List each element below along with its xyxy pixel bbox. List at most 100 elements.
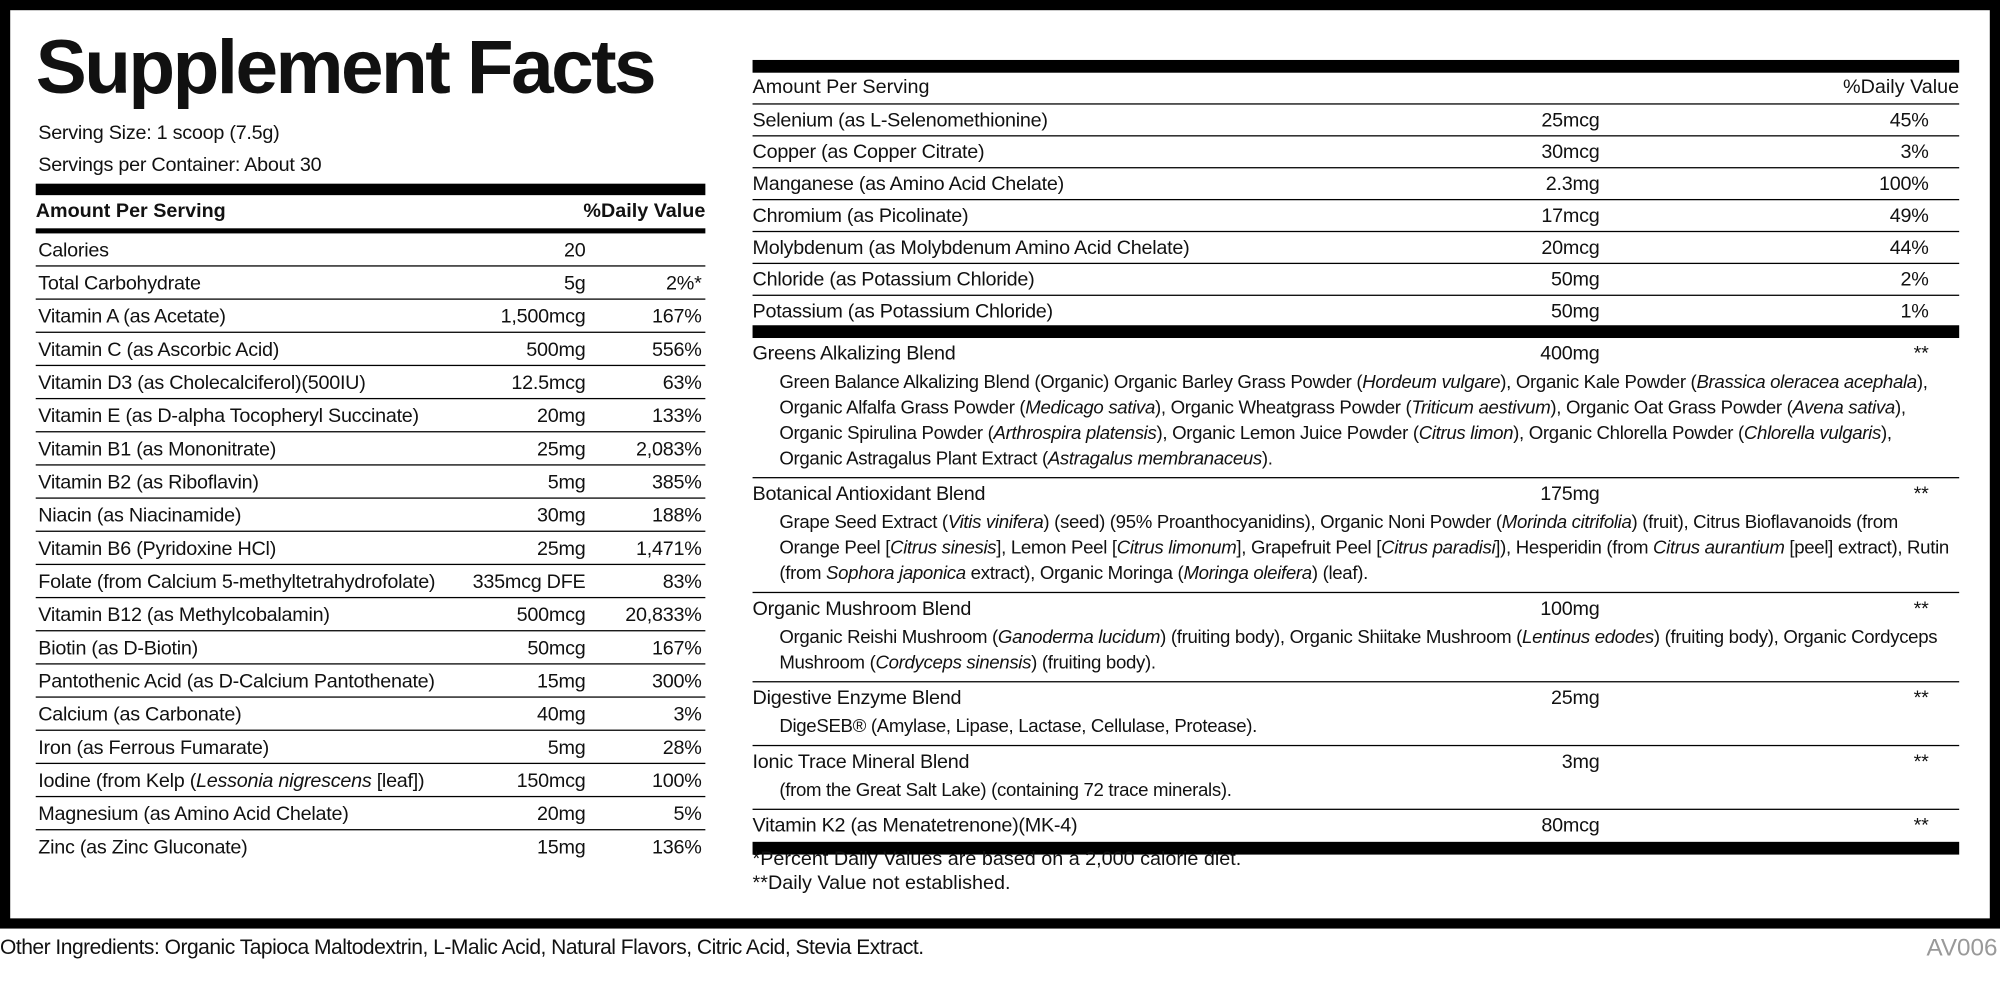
nutrient-amount: 30mg [537, 505, 586, 527]
nutrient-row: Niacin (as Niacinamide) 30mg 188% [35, 499, 706, 532]
italic-segment: Sophora japonica [826, 563, 966, 585]
daily-value: ** [1913, 815, 1929, 837]
daily-value: ** [1913, 343, 1929, 365]
nutrient-row: Chloride (as Potassium Chloride) 50mg 2% [752, 264, 1960, 296]
table-header: Amount Per Serving %Daily Value [752, 73, 1960, 105]
footnote: **Daily Value not established. [752, 872, 1011, 895]
nutrient-amount: 5mg [547, 471, 586, 494]
nutrient-name: Manganese (as Amino Acid Chelate) [752, 173, 1065, 196]
nutrient-row: Vitamin B1 (as Mononitrate) 25mg 2,083% [35, 432, 706, 466]
daily-value: 49% [1889, 205, 1929, 228]
nutrient-row: Vitamin B12 (as Methylcobalamin) 500mcg 20… [35, 598, 706, 632]
nutrient-amount: 30mcg [1541, 141, 1600, 164]
italic-segment: Moringa oleifera [1183, 563, 1312, 585]
blend-description: Organic Reishi Mushroom (Ganoderma lucid… [753, 625, 1960, 681]
label-frame [0, 0, 2000, 929]
text-segment: ), Organic Kale Powder ( [1500, 372, 1697, 393]
text-segment: ], Grapefruit Peel [ [1236, 538, 1382, 559]
nutrient-row: Vitamin B2 (as Riboflavin) 5mg 385% [35, 466, 706, 499]
nutrient-name: Ionic Trace Mineral Blend [752, 751, 970, 773]
serving-size: Serving Size: 1 scoop (7.5g) [38, 122, 280, 145]
text-segment: ], Lemon Peel [ [996, 538, 1117, 559]
nutrient-amount: 25mg [537, 538, 586, 560]
footnotes: *Percent Daily Values are based on a 2,0… [753, 847, 1242, 895]
nutrient-name: Vitamin B6 (Pyridoxine HCl) [38, 538, 277, 560]
daily-value: 385% [651, 471, 702, 494]
nutrient-name: Greens Alkalizing Blend [752, 343, 956, 365]
daily-value: 133% [651, 405, 702, 428]
nutrient-amount: 25mg [537, 438, 586, 461]
text-segment: ) (fruiting body), Organic Shiitake Mush… [1160, 627, 1523, 648]
daily-value: 2%* [666, 272, 702, 295]
nutrient-row: Vitamin A (as Acetate) 1,500mcg 167% [35, 300, 706, 333]
nutrient-row: Vitamin B6 (Pyridoxine HCl) 25mg 1,471% [35, 532, 706, 566]
text-segment: [peel] extract), Rutin (from [779, 538, 1949, 585]
text-segment: ) (fruiting body). [1031, 653, 1156, 674]
nutrient-name: Molybdenum (as Molybdenum Amino Acid Che… [752, 237, 1190, 259]
nutrient-name: Calcium (as Carbonate) [38, 704, 242, 726]
text-segment: ]), Hesperidin (from [1495, 538, 1654, 559]
nutrient-amount: 25mg [1551, 687, 1600, 710]
blend-description: (from the Great Salt Lake) (containing 7… [779, 780, 1232, 802]
nutrient-amount: 12.5mcg [511, 372, 586, 395]
nutrient-name: Calories [38, 239, 109, 262]
italic-segment: Arthrospira platensis [993, 423, 1157, 444]
daily-value: 556% [651, 339, 702, 361]
nutrient-amount: 5mg [547, 737, 586, 759]
nutrient-row: Potassium (as Potassium Chloride) 50mg 1% [752, 296, 1960, 339]
title: Supplement Facts [35, 24, 657, 110]
nutrient-row: Pantothenic Acid (as D-Calcium Pantothen… [35, 665, 706, 698]
nutrient-row: Iron (as Ferrous Fumarate) 5mg 28% [35, 731, 706, 765]
nutrient-row: Chromium (as Picolinate) 17mcg 49% [752, 200, 1960, 233]
daily-value: 5% [673, 803, 702, 826]
text-segment: ), Organic Oat Grass Powder ( [1550, 397, 1793, 419]
daily-value: 3% [1900, 141, 1929, 164]
nutrient-name: Total Carbohydrate [38, 272, 201, 295]
nutrient-name: Zinc (as Zinc Gluconate) [38, 836, 248, 859]
nutrient-row: Iodine (from Kelp (Lessonia nigrescens [… [35, 764, 706, 798]
italic-segment: Cordyceps sinensis [875, 653, 1032, 674]
text-segment: ), Organic Wheatgrass Powder ( [1155, 397, 1412, 419]
italic-segment: Astragalus membranaceus [1047, 448, 1262, 470]
blend: Greens Alkalizing Blend 400mg ** Green Bala… [752, 338, 1960, 479]
dv-header: %Daily Value [1843, 76, 1960, 99]
nutrient-row: Calories 20 [35, 233, 706, 267]
nutrient-name: Potassium (as Potassium Chloride) [752, 301, 1054, 323]
daily-value: 188% [651, 505, 702, 527]
nutrient-name: Vitamin B1 (as Mononitrate) [38, 438, 277, 461]
daily-value: 20,833% [625, 604, 702, 627]
italic-segment: Citrus paradisi [1381, 538, 1496, 559]
nutrient-amount: 400mg [1540, 343, 1600, 365]
italic-segment: Citrus limon [1418, 423, 1514, 444]
italic-segment: Lessonia nigrescens [196, 770, 372, 793]
daily-value: 1% [1900, 301, 1929, 323]
nutrient-amount: 150mcg [516, 770, 586, 793]
nutrient-amount: 50mg [1551, 301, 1600, 323]
nutrient-name: Iron (as Ferrous Fumarate) [38, 737, 269, 759]
text-segment: ), Organic Astragalus Plant Extract ( [779, 423, 1892, 470]
nutrient-row: Calcium (as Carbonate) 40mg 3% [35, 698, 706, 731]
text-segment: ), Organic Lemon Juice Powder ( [1156, 423, 1419, 444]
nutrient-amount: 50mg [1551, 269, 1600, 291]
nutrient-row: Vitamin D3 (as Cholecalciferol)(500IU) 12… [35, 366, 706, 400]
nutrient-amount: 2.3mg [1545, 173, 1600, 196]
nutrient-amount: 20mcg [1541, 237, 1600, 259]
amount-header: Amount Per Serving [752, 76, 930, 99]
table-header: Amount Per Serving %Daily Value [35, 195, 706, 234]
daily-value: 63% [662, 372, 702, 395]
daily-value: 3% [673, 704, 702, 726]
italic-segment: Avena sativa [1792, 397, 1896, 419]
text-segment: ). [1261, 448, 1273, 470]
nutrient-name: Chloride (as Potassium Chloride) [752, 269, 1035, 291]
text-segment: ), Organic Alfalfa Grass Powder ( [779, 372, 1928, 419]
nutrient-row: Magnesium (as Amino Acid Chelate) 20mg 5% [35, 797, 706, 831]
daily-value: 100% [651, 770, 702, 793]
dv-header: %Daily Value [583, 200, 706, 222]
nutrient-amount: 3mg [1561, 751, 1600, 773]
nutrient-amount: 5g [563, 272, 586, 295]
nutrient-amount: 17mcg [1541, 205, 1600, 228]
daily-value: 44% [1889, 237, 1929, 259]
italic-segment: Chlorella vulgaris [1743, 423, 1881, 444]
nutrient-row: Molybdenum (as Molybdenum Amino Acid Che… [752, 232, 1960, 265]
left-table: Amount Per Serving %Daily Value Calories… [35, 183, 706, 864]
